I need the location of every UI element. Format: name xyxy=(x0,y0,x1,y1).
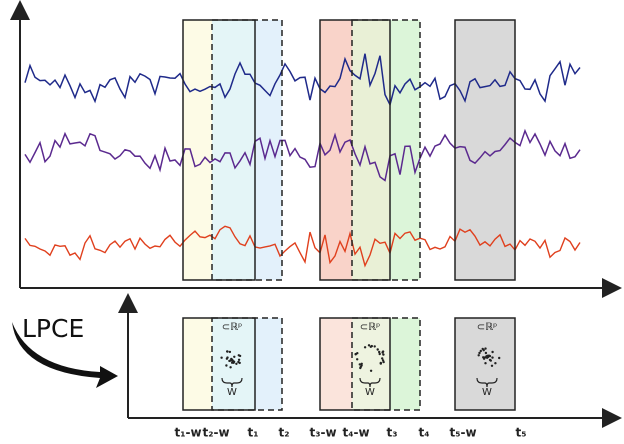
point xyxy=(360,362,363,365)
point xyxy=(228,350,232,354)
method-label: LPCE xyxy=(22,314,84,343)
point xyxy=(358,363,361,366)
point xyxy=(382,353,385,356)
window-fill xyxy=(183,20,212,280)
point xyxy=(477,354,480,357)
window-fill xyxy=(455,20,515,280)
point xyxy=(491,350,494,354)
point xyxy=(487,354,491,357)
point xyxy=(482,357,486,360)
window-fill xyxy=(212,20,255,280)
time-label: t₃ xyxy=(387,426,398,440)
point xyxy=(489,359,492,362)
time-label: t₅ xyxy=(516,426,527,440)
window-fill xyxy=(390,318,420,410)
point xyxy=(379,361,382,365)
point xyxy=(226,350,229,353)
time-label: t₁-w xyxy=(174,426,201,440)
space-label: ⊂ℝᵖ xyxy=(222,322,243,333)
point xyxy=(229,366,232,369)
point xyxy=(232,361,235,364)
window-frame xyxy=(351,19,421,281)
time-label: t₁ xyxy=(248,426,259,440)
braces xyxy=(221,377,498,388)
point xyxy=(235,362,238,365)
window-frame xyxy=(351,317,421,411)
point xyxy=(373,345,376,348)
brace xyxy=(221,377,243,388)
point xyxy=(381,350,385,353)
point xyxy=(481,347,484,351)
time-label: t₄ xyxy=(419,426,430,440)
window-fill xyxy=(212,318,255,410)
point xyxy=(381,357,384,360)
point xyxy=(484,347,487,350)
window-fill xyxy=(320,318,352,410)
point xyxy=(479,349,482,353)
point xyxy=(356,358,359,361)
time-label: t₂-w xyxy=(202,426,229,440)
window-frame xyxy=(211,317,283,411)
width-label: W xyxy=(482,387,492,398)
point xyxy=(369,345,372,348)
time-label: t₂ xyxy=(279,426,290,440)
point xyxy=(220,356,223,359)
signal xyxy=(24,225,581,268)
point xyxy=(226,356,229,359)
point xyxy=(360,364,363,367)
window-frame xyxy=(454,317,516,411)
bottom-window-frames xyxy=(182,317,516,411)
point xyxy=(237,360,240,364)
point xyxy=(484,362,487,365)
signals xyxy=(24,53,581,268)
brace xyxy=(359,377,381,388)
time-label: t₄-w xyxy=(342,426,369,440)
point-clouds xyxy=(220,344,501,372)
window-fill xyxy=(352,20,390,280)
point xyxy=(233,355,236,358)
point xyxy=(354,353,357,356)
point xyxy=(484,351,488,355)
signal xyxy=(24,53,581,107)
signal xyxy=(24,128,581,182)
point xyxy=(376,348,379,351)
window-fill xyxy=(352,318,390,410)
point xyxy=(369,369,373,372)
bottom-windows xyxy=(183,318,515,410)
point xyxy=(378,352,381,356)
window-frame xyxy=(454,19,516,281)
point xyxy=(478,351,481,355)
brace xyxy=(476,377,498,388)
point xyxy=(363,346,367,349)
point xyxy=(237,358,241,361)
point xyxy=(225,364,228,367)
space-label: ⊂ℝᵖ xyxy=(360,322,381,333)
point xyxy=(382,360,385,364)
top-window-frames xyxy=(182,19,516,281)
time-label: t₅-w xyxy=(449,426,476,440)
window-fill xyxy=(183,318,212,410)
point xyxy=(367,344,371,347)
point xyxy=(490,364,494,367)
curved-arrow xyxy=(12,322,118,388)
width-label: W xyxy=(227,387,237,398)
point xyxy=(378,350,381,354)
point xyxy=(237,354,240,357)
space-label: ⊂ℝᵖ xyxy=(477,322,498,333)
point xyxy=(491,356,494,359)
width-label: W xyxy=(365,387,375,398)
point xyxy=(485,355,489,358)
time-labels: t₁-w t₂-w t₁ t₂ t₃-w t₄-w t₃ t₄ t₅-w t₅ xyxy=(174,426,526,440)
point xyxy=(494,362,497,365)
window-frame xyxy=(211,19,283,281)
point xyxy=(498,356,501,360)
top-windows xyxy=(183,20,515,280)
time-label: t₃-w xyxy=(309,426,336,440)
window-fill xyxy=(255,318,282,410)
window-fill xyxy=(255,20,282,280)
window-labels: ⊂ℝᵖ W ⊂ℝᵖ W ⊂ℝᵖ W xyxy=(222,322,498,398)
